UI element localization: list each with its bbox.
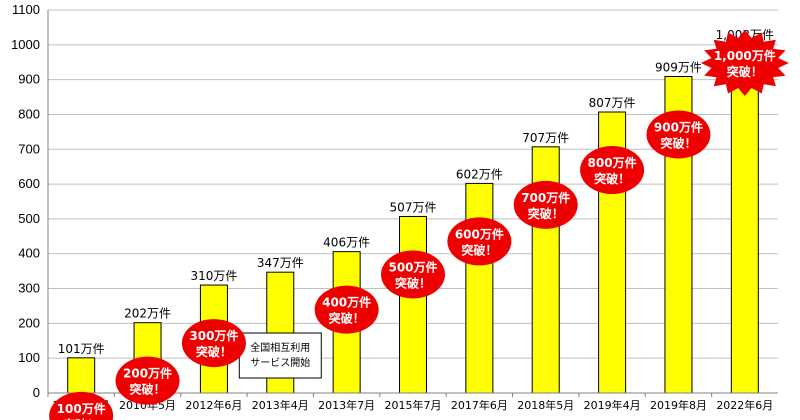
y-tick-label: 100	[18, 350, 40, 365]
callout-line2: 突破！	[594, 171, 630, 186]
data-label: 202万件	[124, 307, 171, 321]
callout-line1: 100万件	[57, 401, 106, 416]
data-label: 347万件	[257, 256, 304, 270]
x-tick-label: 2019年4月	[584, 398, 641, 412]
callout-ellipse	[381, 250, 445, 299]
data-label: 707万件	[522, 131, 569, 145]
callout-ellipse	[646, 110, 711, 159]
x-tick-label: 2022年6月	[716, 398, 773, 412]
y-tick-label: 700	[18, 141, 40, 156]
callout-line1: 900万件	[654, 120, 703, 135]
data-label: 507万件	[390, 200, 437, 214]
y-tick-label: 1100	[12, 2, 40, 17]
callout-ellipse	[49, 391, 114, 420]
x-tick-label: 2013年7月	[318, 398, 375, 412]
y-tick-label: 600	[18, 176, 40, 191]
data-label: 101万件	[58, 342, 105, 356]
bar	[67, 357, 96, 394]
x-tick-label: 2019年8月	[650, 398, 707, 412]
callout-line2: 突破！	[727, 64, 763, 79]
callout-line1: 300万件	[189, 328, 238, 343]
callout-line2: 突破！	[395, 275, 431, 290]
callout-line2: 突破！	[660, 136, 696, 151]
callout-line1: 800万件	[588, 155, 637, 170]
callout-line2: 突破！	[130, 382, 166, 397]
bar	[730, 43, 759, 394]
bar	[465, 182, 494, 394]
data-label: 807万件	[589, 96, 636, 110]
bars	[67, 43, 759, 394]
y-tick-label: 400	[18, 246, 40, 261]
callout-ellipse	[115, 356, 180, 405]
callout-ellipse	[513, 180, 578, 229]
callout-line1: 600万件	[455, 226, 504, 241]
callout-line2: 突破！	[461, 242, 497, 257]
y-tick-label: 800	[18, 106, 40, 121]
callout-line1: 1,000万件	[714, 48, 776, 63]
callout-line1: 200万件	[123, 366, 172, 381]
callout-line2: 突破！	[528, 206, 564, 221]
callout-ellipse	[314, 285, 379, 334]
y-tick-label: 900	[18, 72, 40, 87]
annotation-line2: サービス開始	[250, 356, 310, 369]
callout-ellipse	[447, 217, 512, 266]
data-label: 406万件	[323, 236, 370, 250]
callout-starburst	[700, 30, 789, 96]
callout-ellipse	[580, 146, 645, 195]
callout-ellipse	[181, 319, 246, 368]
data-label: 602万件	[456, 167, 503, 181]
y-tick-label: 1000	[11, 37, 40, 52]
data-label: 909万件	[655, 61, 702, 75]
callout-line2: 突破！	[196, 344, 232, 359]
annotation-line1: 全国相互利用	[250, 341, 310, 354]
y-tick-label: 200	[18, 315, 40, 330]
callout-line1: 400万件	[322, 295, 371, 310]
x-tick-label: 2017年6月	[451, 398, 508, 412]
data-label: 310万件	[190, 269, 237, 283]
x-tick-label: 2015年7月	[385, 398, 442, 412]
callout-line1: 500万件	[388, 259, 437, 274]
x-tick-label: 2012年6月	[185, 398, 242, 412]
callouts: 100万件突破！200万件突破！300万件突破！400万件突破！500万件突破！…	[49, 30, 789, 420]
x-tick-label: 2013年4月	[252, 398, 309, 412]
x-tick-label: 2018年5月	[517, 398, 574, 412]
bar	[399, 215, 427, 394]
y-tick-label: 300	[18, 281, 40, 296]
annotation-box	[238, 332, 322, 379]
y-tick-label: 500	[18, 211, 40, 226]
callout-line2: 突破！	[329, 311, 365, 326]
y-tick-label: 0	[33, 385, 40, 400]
y-axis: 0 100 200 300 400 500 600 700 800 900 1000 1100	[11, 2, 49, 400]
callout-line2: 突破！	[63, 417, 99, 420]
callout-line1: 700万件	[521, 190, 570, 205]
